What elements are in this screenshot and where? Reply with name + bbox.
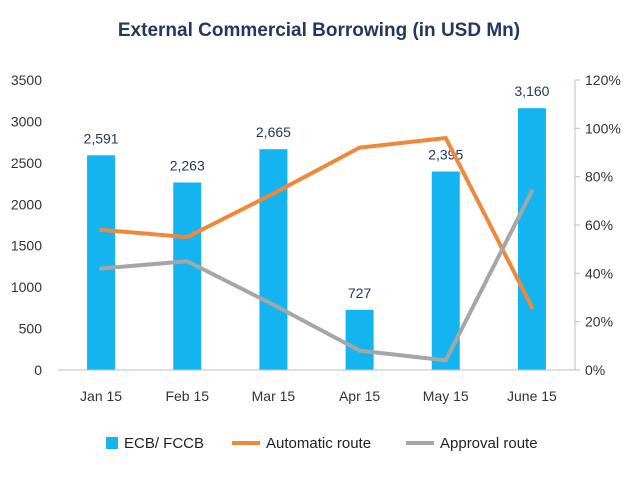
- left-tick-label: 2000: [11, 196, 42, 212]
- x-axis: Jan 15 Feb 15 Mar 15 Apr 15 May 15 June 15: [58, 369, 575, 404]
- x-tick-label: May 15: [423, 388, 469, 404]
- x-tick-label: Jan 15: [80, 388, 122, 404]
- right-tick-label: 0%: [585, 362, 605, 378]
- right-tick-label: 60%: [585, 217, 613, 233]
- left-tick-label: 0: [34, 362, 42, 378]
- bar-data-label: 2,665: [256, 124, 291, 140]
- right-axis: 0% 20% 40% 60% 80% 100% 120%: [574, 72, 621, 378]
- left-tick-label: 3500: [11, 72, 42, 88]
- left-tick-label: 500: [19, 321, 43, 337]
- line-series: [99, 136, 534, 363]
- bar-series: [87, 108, 546, 371]
- right-tick-label: 40%: [585, 265, 613, 281]
- left-tick-label: 2500: [11, 155, 42, 171]
- legend-label: Automatic route: [266, 435, 371, 452]
- right-tick-label: 80%: [585, 169, 613, 185]
- bar: [345, 309, 374, 370]
- legend-label: Approval route: [440, 435, 538, 452]
- x-tick-label: June 15: [507, 388, 557, 404]
- bar: [87, 155, 116, 370]
- legend: ECB/ FCCB Automatic route Approval route: [106, 435, 538, 452]
- bar: [259, 149, 288, 370]
- series-line: [99, 136, 534, 310]
- legend-swatch-bar: [106, 437, 118, 449]
- bar-data-label: 2,591: [84, 130, 119, 146]
- bar: [173, 182, 202, 370]
- right-tick-label: 120%: [585, 72, 621, 88]
- x-tick-label: Feb 15: [165, 388, 209, 404]
- left-tick-label: 1500: [11, 238, 42, 254]
- x-tick-label: Mar 15: [252, 388, 296, 404]
- series-line: [99, 189, 534, 363]
- left-axis: 0 500 1000 1500 2000 2500 3000 3500: [11, 72, 42, 378]
- left-tick-label: 1000: [11, 279, 42, 295]
- chart-title: External Commercial Borrowing (in USD Mn…: [117, 20, 521, 41]
- bar-data-label: 2,263: [170, 157, 205, 173]
- right-tick-label: 20%: [585, 314, 613, 330]
- legend-label: ECB/ FCCB: [124, 435, 204, 452]
- right-tick-label: 100%: [585, 120, 621, 136]
- bar: [517, 108, 546, 371]
- left-tick-label: 3000: [11, 113, 42, 129]
- bar-data-label: 3,160: [514, 83, 549, 99]
- x-tick-label: Apr 15: [339, 388, 380, 404]
- bar: [431, 171, 460, 370]
- bar-data-label: 727: [348, 285, 372, 301]
